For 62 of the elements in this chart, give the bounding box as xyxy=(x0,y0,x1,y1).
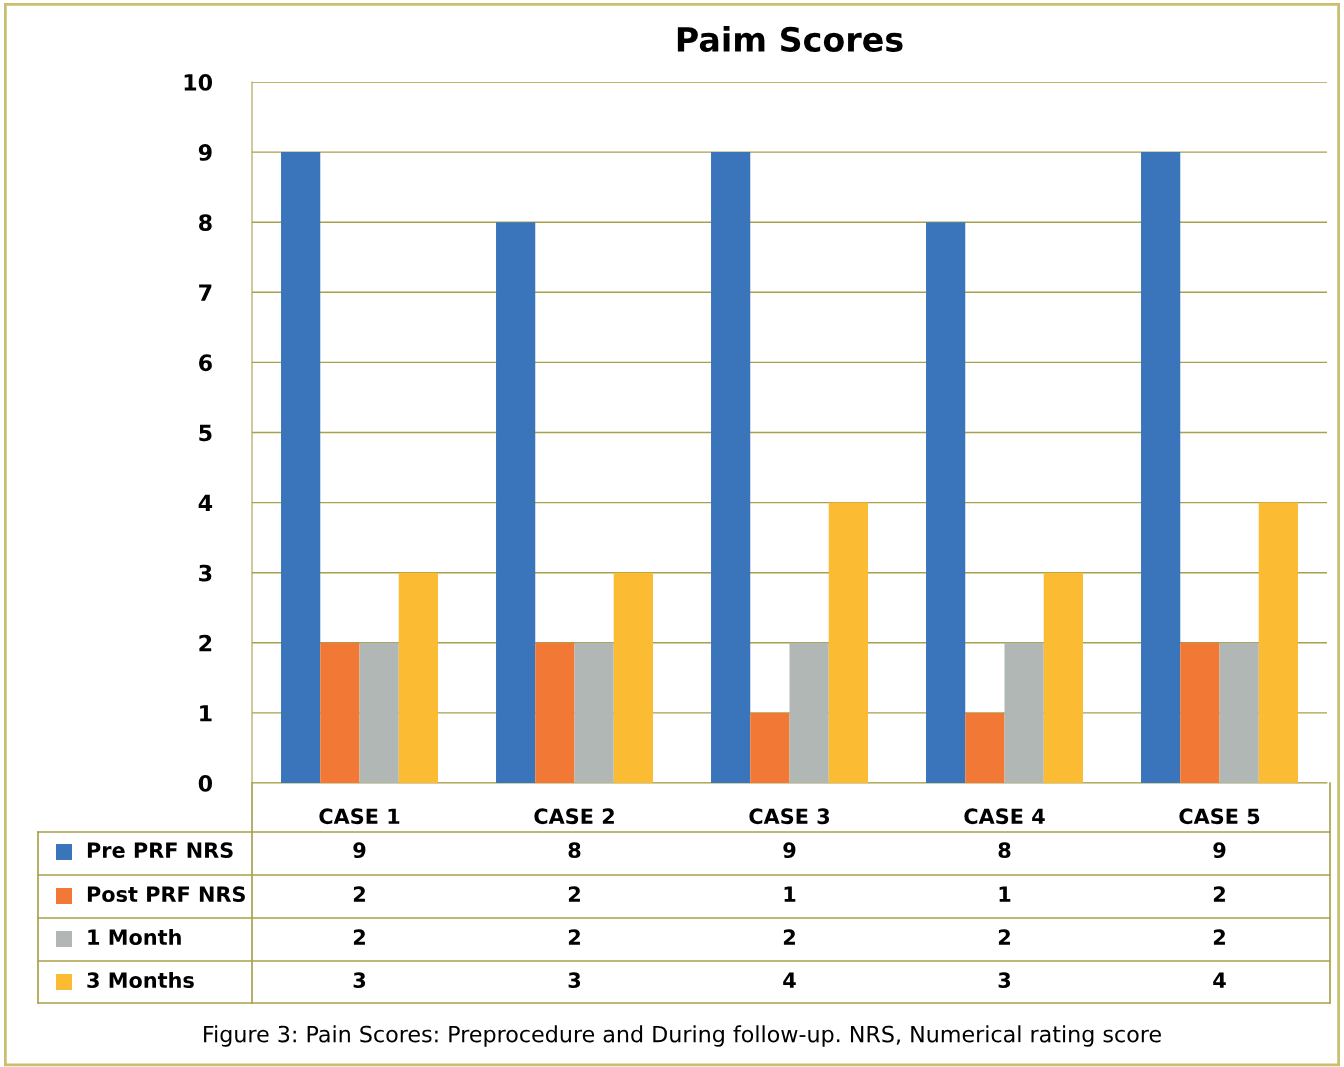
bar xyxy=(535,642,575,783)
data-label: 9 xyxy=(353,842,366,859)
data-label: 4 xyxy=(783,972,796,988)
bar xyxy=(1219,642,1259,783)
data-label: 2 xyxy=(998,929,1010,945)
bar xyxy=(496,222,536,783)
y-tick-label: 10 xyxy=(184,73,213,91)
legend-label: 1 Month xyxy=(88,928,181,946)
bar xyxy=(320,642,360,783)
bar xyxy=(1043,572,1083,783)
x-tick-label: CASE 5 xyxy=(1179,808,1260,825)
bar xyxy=(828,502,868,783)
y-tick-label: 1 xyxy=(200,705,212,722)
data-label: 2 xyxy=(783,929,795,945)
y-tick-label: 5 xyxy=(199,424,212,442)
bar xyxy=(1141,152,1181,783)
data-label: 9 xyxy=(783,842,796,859)
data-label: 1 xyxy=(999,886,1011,902)
bar xyxy=(1258,502,1298,783)
legend-label: Pre PRF NRS xyxy=(87,842,233,859)
bar xyxy=(398,572,438,783)
x-tick-label: CASE 1 xyxy=(319,808,400,825)
data-label: 2 xyxy=(353,929,365,945)
data-label: 3 xyxy=(353,972,366,989)
y-tick-label: 6 xyxy=(199,354,212,372)
data-label: 8 xyxy=(998,842,1011,859)
legend-label: Post PRF NRS xyxy=(87,886,245,903)
bar xyxy=(281,152,321,783)
data-label: 3 xyxy=(998,972,1011,989)
data-label: 8 xyxy=(568,842,581,859)
caption: Figure 3: Pain Scores: Preprocedure and During follow-up. NRS, Numerical rating score xyxy=(204,1025,1161,1047)
data-label: 2 xyxy=(568,929,580,945)
bar xyxy=(613,572,653,783)
data-label: 1 xyxy=(784,886,796,902)
bar xyxy=(711,152,751,783)
data-label: 2 xyxy=(568,886,580,902)
x-tick-label: CASE 2 xyxy=(534,808,614,825)
bar xyxy=(574,642,614,783)
bar xyxy=(789,642,829,783)
x-tick-label: CASE 3 xyxy=(749,808,830,825)
y-tick-label: 2 xyxy=(199,634,212,652)
x-tick-label: CASE 4 xyxy=(964,808,1045,825)
bar xyxy=(1180,642,1220,783)
bar xyxy=(359,642,399,783)
y-tick-label: 8 xyxy=(199,214,212,231)
y-tick-label: 7 xyxy=(199,284,212,301)
y-tick-label: 4 xyxy=(198,494,213,512)
y-tick-label: 9 xyxy=(198,144,212,161)
bar xyxy=(965,712,1005,783)
bar xyxy=(1004,642,1044,783)
data-label: 2 xyxy=(353,886,365,902)
y-tick-label: 0 xyxy=(198,774,213,792)
data-label: 3 xyxy=(568,972,581,989)
data-label: 2 xyxy=(1213,886,1225,902)
data-label: 2 xyxy=(1213,929,1225,945)
data-label: 4 xyxy=(1213,972,1226,988)
data-label: 9 xyxy=(1213,842,1226,859)
y-tick-label: 3 xyxy=(199,564,212,582)
bar xyxy=(926,222,966,783)
bar xyxy=(750,712,790,783)
chart-title: Paim Scores xyxy=(677,26,903,52)
legend-label: 3 Months xyxy=(87,971,194,989)
